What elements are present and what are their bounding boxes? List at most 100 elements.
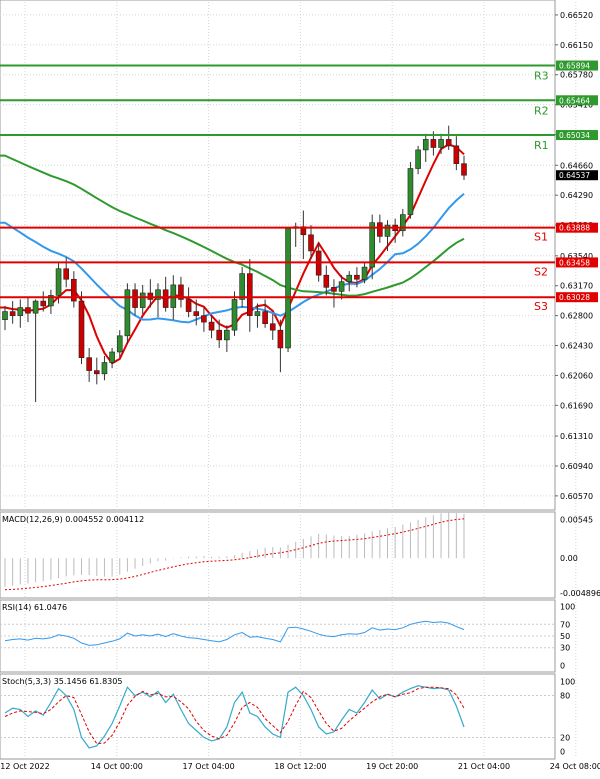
candle-body — [162, 289, 169, 308]
candle-body — [430, 139, 437, 148]
candle-body — [116, 335, 123, 353]
rsi-line — [4, 620, 465, 646]
candle-body — [422, 139, 429, 151]
candle-body — [438, 139, 444, 148]
price-tick-label: 0.66520 — [560, 11, 593, 20]
price-tick-label: 0.62060 — [560, 371, 593, 380]
candle-body — [415, 149, 421, 169]
candle-body — [323, 274, 330, 288]
rsi-tick-label: 100 — [560, 603, 575, 612]
stoch-tick-label: 20 — [560, 733, 570, 742]
level-price-tag: 0.65034 — [559, 131, 590, 140]
moving-average-line — [0, 154, 465, 297]
candle-body — [453, 145, 460, 164]
candle-body — [216, 329, 222, 341]
level-name-s1: S1 — [534, 231, 548, 244]
candle-body — [25, 307, 31, 314]
candle-body — [2, 311, 8, 320]
candle-body — [55, 268, 62, 296]
candle-layer — [2, 125, 467, 403]
price-tick-label: 0.60940 — [560, 462, 593, 471]
candle-body — [71, 278, 77, 302]
level-price-tag-bg — [556, 257, 598, 268]
candle-body — [40, 300, 47, 307]
candle-body — [132, 289, 138, 308]
stoch-layer: 100 80 20 0 — [0, 678, 575, 756]
price-tick-label: 0.63170 — [560, 282, 593, 291]
panel-frames — [0, 0, 556, 760]
price-tick-label: 0.64290 — [560, 191, 593, 200]
level-price-tag-bg — [556, 60, 598, 71]
candle-body — [384, 224, 391, 237]
macd-tick-label: 0.00 — [560, 554, 578, 563]
candle-body — [231, 299, 238, 331]
macd-layer: 0.00545 0.00 -0.004896 — [4, 512, 600, 598]
stoch-label: Stoch(5,3,3) 35.1456 61.8305 — [2, 677, 122, 686]
x-tick-label: 24 Oct 08:00 — [550, 762, 600, 771]
candle-body — [63, 268, 70, 280]
level-name-r1: R1 — [534, 139, 549, 152]
rsi-tick-label: 50 — [560, 632, 570, 641]
stoch-tick-label: 100 — [560, 678, 575, 687]
level-price-tag-bg — [556, 130, 598, 141]
last-price-tag: 0.64537 — [559, 171, 590, 180]
candle-body — [331, 287, 337, 292]
stoch-tick-label: 0 — [560, 747, 565, 756]
candle-body — [86, 357, 92, 371]
level-price-tag: 0.65894 — [559, 62, 590, 71]
axis-layer: 12 Oct 2022 14 Oct 00:00 17 Oct 04:00 18 Oc… — [0, 11, 600, 771]
candle-body — [124, 289, 131, 337]
rsi-tick-label: 70 — [560, 620, 570, 629]
candle-body — [32, 300, 39, 314]
price-tick-label: 0.62430 — [560, 342, 593, 351]
macd-tick-label: -0.004896 — [560, 589, 600, 598]
candle-body — [17, 307, 24, 316]
candle-body — [461, 163, 467, 176]
level-name-s3: S3 — [534, 300, 548, 313]
rsi-layer: 100 70 50 30 0 — [0, 603, 575, 670]
price-tick-label: 0.63540 — [560, 252, 593, 261]
last-price-tag-bg — [556, 170, 598, 181]
candle-body — [193, 311, 200, 316]
stoch-tick-label: 80 — [560, 692, 570, 701]
price-tick-label: 0.60570 — [560, 492, 593, 501]
level-layer: R3 0.65894 R2 0.65464 R1 0.65034 S1 0.63888 S2 0.… — [0, 60, 598, 313]
price-tick-label: 0.65780 — [560, 71, 593, 80]
stoch-d-line — [4, 686, 465, 745]
stoch-panel-frame — [0, 673, 556, 760]
candle-body — [254, 311, 261, 316]
candle-body — [277, 329, 284, 349]
candle-body — [377, 222, 383, 237]
x-tick-label: 18 Oct 12:00 — [274, 762, 326, 771]
candle-body — [269, 323, 276, 331]
price-tick-label: 0.61310 — [560, 432, 593, 441]
level-price-tag: 0.65464 — [559, 96, 590, 105]
candle-body — [369, 222, 376, 268]
level-name-r2: R2 — [534, 104, 549, 117]
rsi-label: RSI(14) 61.0476 — [2, 603, 67, 612]
candle-body — [78, 300, 85, 358]
candle-body — [338, 281, 345, 292]
candle-body — [354, 274, 360, 280]
level-price-tag: 0.63458 — [559, 258, 590, 267]
candle-body — [285, 228, 291, 349]
level-price-tag: 0.63888 — [559, 224, 590, 233]
macd-label: MACD(12,26,9) 0.004552 0.004112 — [2, 515, 144, 524]
candle-body — [208, 321, 215, 331]
price-tick-label: 0.61690 — [560, 401, 593, 410]
price-tick-label: 0.64660 — [560, 161, 593, 170]
candle-body — [201, 315, 207, 323]
level-price-tag-bg — [556, 222, 598, 233]
x-tick-label: 19 Oct 20:00 — [366, 762, 418, 771]
level-name-r3: R3 — [534, 70, 549, 83]
stoch-k-line — [4, 685, 465, 749]
candle-body — [48, 295, 54, 307]
candle-body — [109, 351, 115, 363]
rsi-tick-label: 0 — [560, 661, 565, 670]
candle-body — [247, 273, 253, 316]
rsi-tick-label: 30 — [560, 644, 570, 653]
candle-body — [399, 214, 406, 232]
candle-body — [407, 168, 414, 215]
